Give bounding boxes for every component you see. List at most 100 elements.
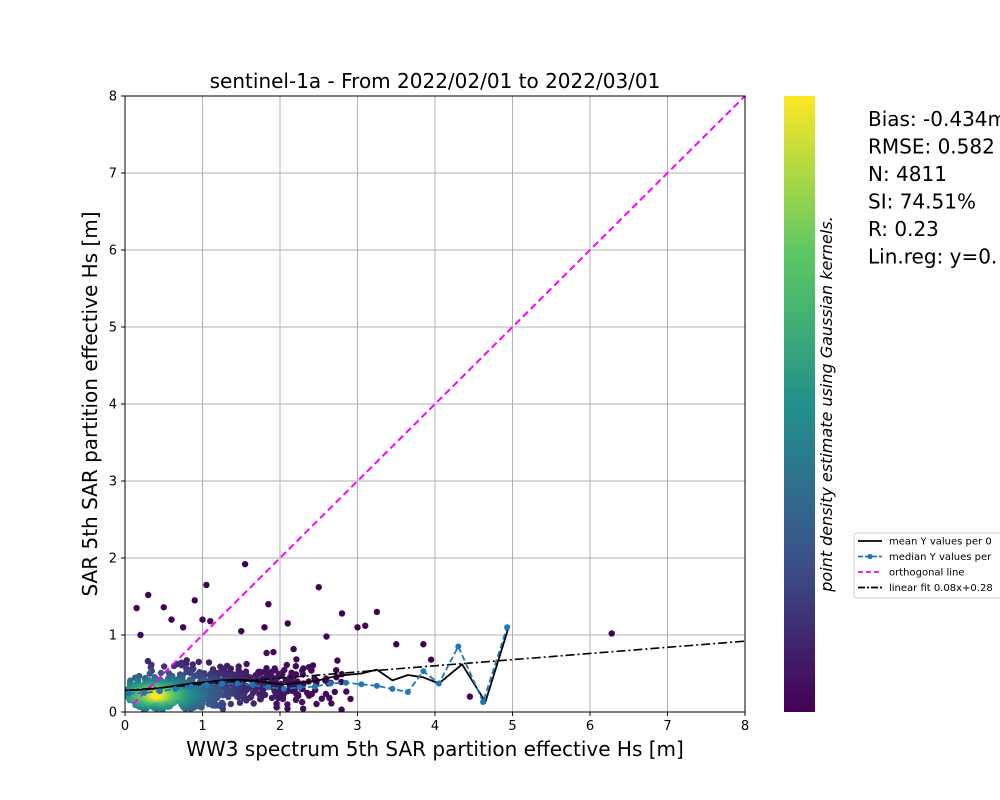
- median-marker: [455, 643, 462, 650]
- density-point: [178, 662, 185, 669]
- median-marker: [172, 685, 179, 692]
- stats-line: SI: 74.51%: [868, 190, 976, 214]
- outlier-point: [323, 633, 330, 640]
- x-tick-label: 3: [353, 719, 361, 734]
- stats-line: Lin.reg: y=0.: [868, 245, 997, 269]
- series-orthogonal-line: [132, 96, 745, 706]
- outlier-point: [137, 631, 144, 639]
- stats-line: R: 0.23: [868, 217, 939, 241]
- density-point: [270, 648, 277, 656]
- density-point: [195, 658, 202, 666]
- median-marker: [125, 690, 132, 697]
- outlier-point: [207, 617, 214, 625]
- density-point: [236, 699, 244, 706]
- x-axis-label: WW3 spectrum 5th SAR partition effective…: [186, 737, 684, 761]
- stats-line: RMSE: 0.582: [868, 135, 995, 159]
- median-marker: [327, 680, 334, 687]
- outlier-point: [160, 604, 167, 611]
- x-tick-label: 6: [586, 719, 594, 734]
- density-point: [243, 660, 250, 668]
- outlier-point: [427, 656, 435, 663]
- density-point: [205, 659, 213, 666]
- median-marker: [265, 684, 272, 691]
- legend-label: orthogonal line: [889, 568, 965, 579]
- x-tick-label: 7: [663, 719, 671, 734]
- series-layer: [125, 96, 745, 706]
- median-marker: [435, 680, 442, 687]
- colorbar: [784, 96, 815, 712]
- colorbar-label: point density estimate using Gaussian ke…: [817, 216, 836, 592]
- density-point: [298, 698, 306, 706]
- legend-label: mean Y values per 0: [889, 537, 992, 548]
- outlier-point: [373, 608, 381, 616]
- median-marker: [141, 689, 148, 696]
- outlier-point: [238, 627, 245, 635]
- median-marker: [389, 685, 396, 692]
- median-marker: [296, 684, 303, 691]
- stats-block: Bias: -0.434m RMSE: 0.582 N: 4811 SI: 74.51…: [868, 107, 1000, 269]
- density-point: [313, 700, 320, 708]
- stats-line: N: 4811: [868, 162, 947, 186]
- x-tick-label: 0: [121, 719, 129, 734]
- density-point: [263, 649, 270, 657]
- x-axis-ticks: 0 1 2 3 4 5 6 7 8: [121, 712, 749, 734]
- density-point: [300, 705, 307, 712]
- outlier-point: [179, 624, 187, 631]
- outlier-point: [466, 693, 474, 700]
- outlier-point: [338, 610, 346, 617]
- y-axis-label: SAR 5th SAR partition effective Hs [m]: [78, 211, 102, 596]
- density-point: [227, 700, 234, 708]
- x-tick-label: 8: [741, 719, 749, 734]
- outlier-point: [203, 581, 210, 589]
- y-tick-label: 1: [109, 629, 117, 644]
- density-point: [322, 690, 330, 698]
- density-point: [157, 669, 165, 677]
- x-tick-label: 4: [431, 719, 439, 734]
- legend-label: linear fit 0.08x+0.28: [889, 583, 993, 594]
- density-point: [292, 696, 300, 703]
- y-tick-label: 4: [109, 398, 117, 413]
- density-point: [331, 688, 338, 696]
- outlier-point: [261, 624, 268, 631]
- density-point: [328, 700, 335, 707]
- density-point: [257, 695, 264, 703]
- density-point: [273, 700, 280, 707]
- median-marker: [249, 682, 256, 689]
- median-marker: [280, 685, 287, 692]
- outlier-point: [315, 584, 322, 591]
- density-point: [268, 694, 276, 702]
- density-point: [250, 700, 257, 707]
- density-point: [334, 657, 341, 664]
- median-marker: [404, 688, 411, 695]
- density-point: [283, 661, 290, 669]
- outlier-point: [199, 616, 206, 623]
- legend: mean Y values per 0 median Y values per or…: [853, 532, 1000, 599]
- y-tick-label: 6: [109, 244, 117, 259]
- density-point: [293, 656, 300, 663]
- median-marker: [203, 682, 210, 689]
- median-marker: [187, 683, 194, 690]
- density-point: [347, 695, 354, 703]
- density-point: [161, 663, 168, 670]
- outlier-point: [608, 630, 615, 637]
- median-marker: [504, 624, 511, 631]
- chart-title: sentinel-1a - From 2022/02/01 to 2022/03…: [210, 69, 661, 93]
- outlier-point: [393, 641, 400, 648]
- outlier-point: [241, 560, 249, 568]
- density-point: [308, 667, 315, 674]
- outlier-point: [265, 601, 272, 608]
- outlier-point: [362, 622, 369, 629]
- median-marker: [373, 682, 380, 689]
- stats-line: Bias: -0.434m: [868, 107, 1000, 131]
- x-tick-label: 2: [276, 719, 284, 734]
- density-point: [292, 663, 299, 670]
- series-linear-fit: [125, 640, 745, 692]
- y-tick-label: 7: [109, 167, 117, 182]
- median-marker: [156, 688, 163, 695]
- density-point: [343, 688, 350, 695]
- outlier-point: [191, 597, 198, 604]
- density-point: [146, 670, 153, 677]
- outlier-point: [145, 591, 152, 599]
- density-point: [284, 701, 291, 708]
